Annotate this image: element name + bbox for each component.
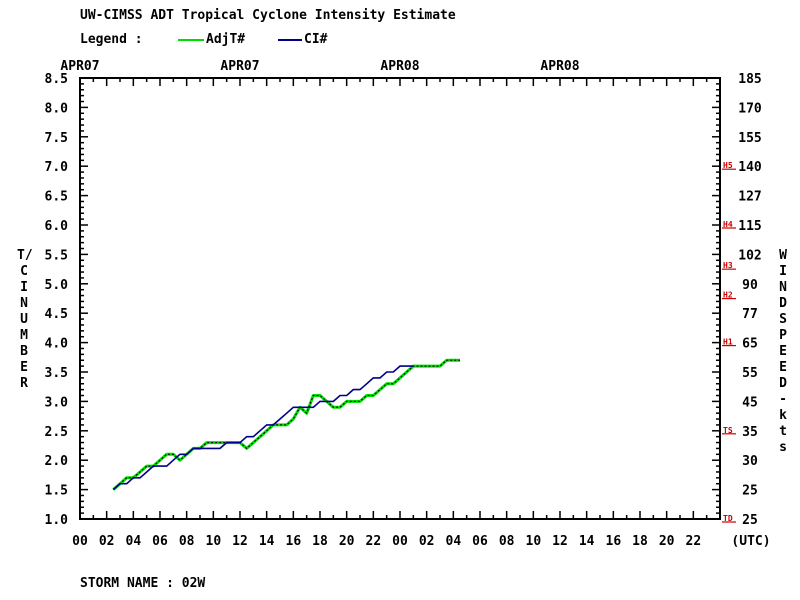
category-mark-label: H1 [723, 338, 733, 347]
wind-tick-label: 30 [742, 454, 758, 469]
legend-entry-adjt: AdjT# [206, 32, 246, 47]
date-label: APR07 [60, 59, 99, 74]
right-axis-title: WIND SPEED-kts [779, 248, 787, 455]
wind-tick-label: 25 [742, 513, 758, 528]
utc-label: (UTC) [731, 534, 770, 549]
wind-tick-label: 45 [742, 395, 758, 410]
wind-tick-label: 77 [742, 307, 758, 322]
x-tick-label: 08 [499, 534, 515, 549]
y-tick-label: 2.5 [45, 425, 68, 440]
x-tick-label: 00 [72, 534, 88, 549]
wind-tick-label: 170 [738, 101, 762, 116]
x-tick-label: 14 [579, 534, 595, 549]
y-tick-label: 8.5 [45, 72, 68, 87]
y-tick-label: 3.0 [45, 395, 69, 410]
wind-tick-label: 55 [742, 366, 758, 381]
y-tick-label: 2.0 [45, 454, 69, 469]
x-tick-label: 16 [286, 534, 302, 549]
y-tick-label: 3.5 [45, 366, 68, 381]
x-tick-label: 22 [686, 534, 702, 549]
x-tick-label: 20 [659, 534, 675, 549]
date-label: APR08 [540, 59, 579, 74]
category-mark-label: H2 [723, 291, 733, 300]
y-tick-label: 4.5 [45, 307, 68, 322]
x-tick-label: 18 [632, 534, 648, 549]
plot-frame [79, 77, 721, 520]
wind-tick-label: 35 [742, 425, 758, 440]
legend-entry-ci: CI# [304, 32, 328, 47]
wind-tick-label: 65 [742, 337, 758, 352]
category-mark-label: H4 [723, 220, 733, 229]
y-tick-label: 8.0 [45, 101, 69, 116]
x-tick-label: 18 [312, 534, 328, 549]
x-tick-label: 12 [232, 534, 248, 549]
x-tick-label: 04 [126, 534, 142, 549]
x-tick-label: 06 [152, 534, 168, 549]
category-mark-label: H5 [723, 161, 733, 170]
x-tick-label: 12 [552, 534, 568, 549]
y-tick-label: 4.0 [45, 337, 69, 352]
storm-name: STORM NAME : 02W [80, 576, 206, 591]
y-tick-label: 7.0 [45, 160, 69, 175]
y-tick-label: 1.5 [45, 484, 68, 499]
wind-tick-label: 115 [738, 219, 761, 234]
y-tick-label: 1.0 [45, 513, 69, 528]
wind-tick-label: 127 [738, 190, 761, 205]
category-mark-label: TS [723, 426, 733, 435]
wind-tick-label: 140 [738, 160, 762, 175]
series-ci-line [112, 365, 414, 491]
wind-tick-label: 155 [738, 131, 761, 146]
x-tick-label: 00 [392, 534, 408, 549]
y-tick-label: 7.5 [45, 131, 68, 146]
x-tick-label: 10 [526, 534, 542, 549]
x-tick-label: 22 [366, 534, 382, 549]
series-adjt-line [112, 358, 460, 491]
chart-title: UW-CIMSS ADT Tropical Cyclone Intensity … [80, 8, 456, 23]
x-tick-label: 02 [99, 534, 115, 549]
y-tick-label: 6.0 [45, 219, 69, 234]
legend-label: Legend : [80, 32, 143, 47]
left-axis-title: T/CI NUMBER [17, 248, 33, 391]
y-tick-label: 6.5 [45, 190, 68, 205]
date-label: APR08 [380, 59, 419, 74]
y-tick-label: 5.0 [45, 278, 69, 293]
category-mark-label: TD [723, 514, 733, 523]
wind-tick-label: 102 [738, 248, 761, 263]
x-tick-label: 08 [179, 534, 195, 549]
x-tick-label: 04 [446, 534, 462, 549]
x-tick-label: 06 [472, 534, 488, 549]
wind-tick-label: 90 [742, 278, 758, 293]
x-tick-label: 10 [206, 534, 222, 549]
wind-tick-label: 25 [742, 484, 758, 499]
x-tick-label: 16 [606, 534, 622, 549]
y-tick-label: 5.5 [45, 248, 68, 263]
wind-tick-label: 185 [738, 72, 761, 87]
x-tick-label: 20 [339, 534, 355, 549]
category-mark-label: H3 [723, 261, 733, 270]
x-tick-label: 14 [259, 534, 275, 549]
x-tick-label: 02 [419, 534, 435, 549]
date-label: APR07 [220, 59, 259, 74]
